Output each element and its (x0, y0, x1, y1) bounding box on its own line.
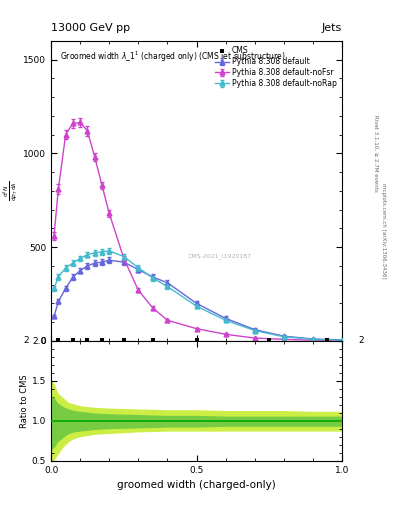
CMS (193, 336, 200, 344)
CMS (55, 336, 62, 344)
Text: Rivet 3.1.10, ≥ 2.7M events: Rivet 3.1.10, ≥ 2.7M events (373, 115, 378, 192)
CMS (121, 336, 127, 344)
X-axis label: groomed width (charged-only): groomed width (charged-only) (117, 480, 276, 490)
CMS (99, 336, 105, 344)
Legend: CMS, Pythia 8.308 default, Pythia 8.308 default-noFsr, Pythia 8.308 default-noRa: CMS, Pythia 8.308 default, Pythia 8.308 … (213, 45, 338, 90)
Y-axis label: $\frac{1}{\mathrm{d}N/\mathrm{d}p_T}$
$\frac{\mathrm{d}^2 N}{\mathrm{d}p_T\,\mat: $\frac{1}{\mathrm{d}N/\mathrm{d}p_T}$ $\… (0, 180, 20, 202)
CMS (70, 336, 76, 344)
Text: mcplots.cern.ch [arXiv:1306.3436]: mcplots.cern.ch [arXiv:1306.3436] (381, 183, 386, 278)
Text: 13000 GeV pp: 13000 GeV pp (51, 23, 130, 33)
CMS (150, 336, 156, 344)
Text: 2: 2 (358, 336, 364, 346)
Text: 2: 2 (23, 336, 29, 346)
Text: Groomed width $\lambda\_1^1$ (charged only) (CMS jet substructure): Groomed width $\lambda\_1^1$ (charged on… (60, 50, 286, 65)
CMS (266, 336, 272, 344)
CMS (84, 336, 91, 344)
Text: CMS-2021_I1920187: CMS-2021_I1920187 (188, 253, 252, 259)
Y-axis label: Ratio to CMS: Ratio to CMS (20, 374, 29, 428)
Text: Jets: Jets (321, 23, 342, 33)
CMS (324, 336, 331, 344)
